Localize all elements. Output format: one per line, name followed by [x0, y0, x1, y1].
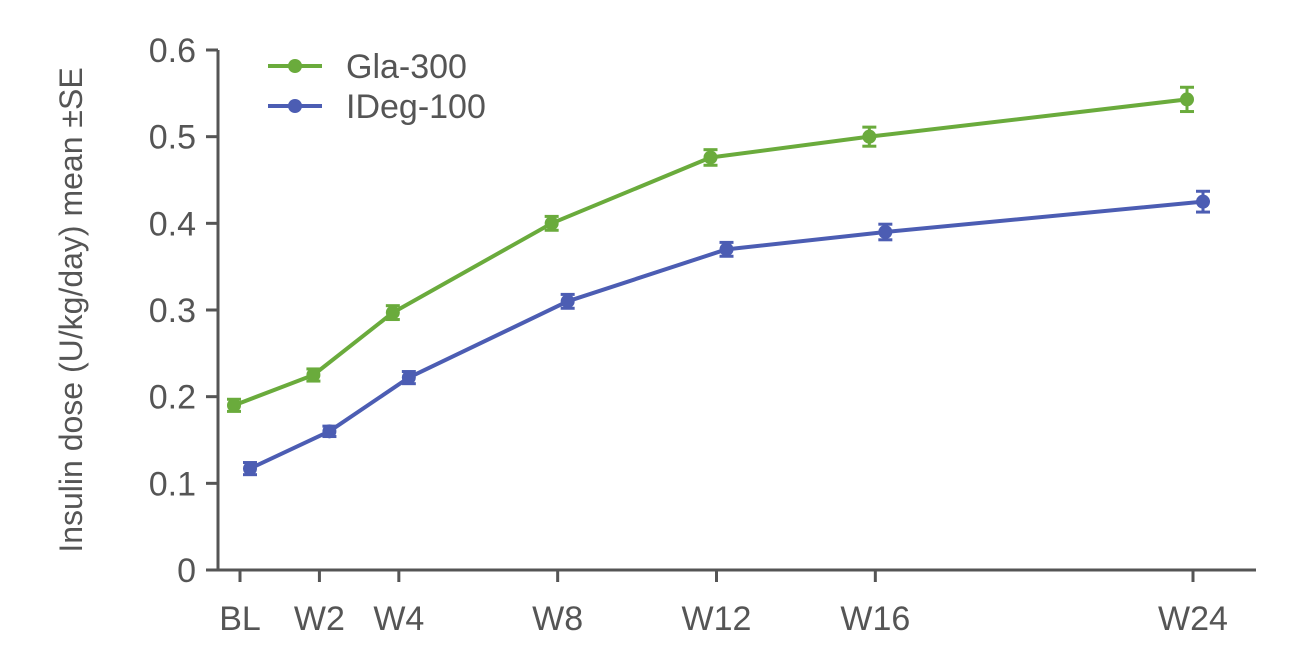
x-tick-label: W8 — [532, 600, 583, 638]
series-ideg-100 — [243, 189, 1210, 477]
y-tick-label: 0.3 — [149, 292, 196, 330]
y-tick-label: 0.6 — [149, 32, 196, 70]
legend-label: IDeg-100 — [346, 88, 486, 126]
legend-swatch-marker — [288, 99, 302, 113]
axes — [216, 50, 1256, 572]
y-axis-title: Insulin dose (U/kg/day) mean ±SE — [53, 67, 89, 552]
y-tick-label: 0.2 — [149, 379, 196, 417]
x-tick-label: W2 — [294, 600, 345, 638]
data-point — [1196, 194, 1210, 209]
x-tick-label: W24 — [1158, 600, 1228, 638]
y-tick-label: 0.4 — [149, 205, 196, 243]
x-tick-label: W12 — [682, 600, 752, 638]
y-tick-label: 0.1 — [149, 465, 196, 503]
x-ticks: BL W2 W4 W8 W12 W16 W24 — [219, 570, 1228, 638]
y-tick-label: 0.5 — [149, 119, 196, 157]
data-point — [703, 150, 718, 165]
series-line — [233, 97, 1188, 408]
data-point — [306, 368, 321, 382]
y-ticks: 0 0.1 0.2 0.3 0.4 0.5 0.6 — [149, 32, 218, 590]
data-point — [227, 398, 241, 413]
series-layer — [227, 85, 1210, 477]
legend-label: Gla-300 — [346, 48, 467, 86]
y-tick-label: 0 — [177, 552, 196, 590]
x-tick-label: BL — [219, 600, 261, 638]
data-point — [1180, 92, 1194, 107]
data-point — [862, 129, 877, 144]
legend-swatch-marker — [288, 59, 302, 73]
data-point — [401, 370, 416, 385]
data-point — [544, 216, 559, 231]
data-point — [322, 424, 337, 439]
data-point — [385, 305, 400, 320]
data-point — [243, 461, 257, 476]
data-point — [560, 294, 575, 309]
data-point — [719, 242, 734, 257]
x-tick-label: W4 — [373, 600, 424, 638]
x-tick-label: W16 — [840, 600, 910, 638]
data-point — [878, 225, 893, 239]
series-gla-300 — [227, 85, 1194, 413]
